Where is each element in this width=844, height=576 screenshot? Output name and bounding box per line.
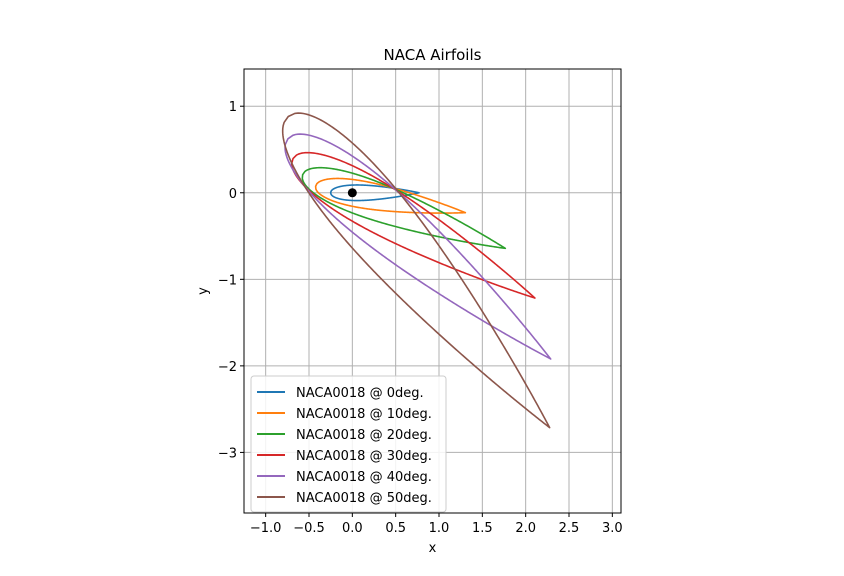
y-tick-label: 1 <box>229 100 237 115</box>
legend-label: NACA0018 @ 20deg. <box>296 428 432 443</box>
x-tick-label: 2.5 <box>559 521 580 536</box>
legend-label: NACA0018 @ 0deg. <box>296 386 424 401</box>
chart-title: NACA Airfoils <box>384 46 482 64</box>
x-tick-label: 1.5 <box>472 521 493 536</box>
tick-layer: −1.0 −0.5 0.0 0.5 1.0 1.5 2.0 2.5 3.0 1 0 −1 −2 −3 <box>218 100 623 536</box>
legend: NACA0018 @ 0deg. NACA0018 @ 10deg. NACA001… <box>250 375 447 513</box>
y-tick-label: −2 <box>218 360 237 375</box>
y-tick-label: −3 <box>218 446 237 461</box>
x-tick-label: 1.0 <box>429 521 450 536</box>
x-tick-label: 0.0 <box>342 521 363 536</box>
series-line-20deg <box>301 166 507 250</box>
x-tick-label: 0.5 <box>385 521 406 536</box>
x-axis-label: x <box>429 541 437 556</box>
legend-label: NACA0018 @ 50deg. <box>296 491 432 506</box>
x-tick-label: 2.0 <box>515 521 536 536</box>
x-tick-label: 3.0 <box>602 521 623 536</box>
legend-label: NACA0018 @ 40deg. <box>296 470 432 485</box>
y-axis-label: y <box>196 287 211 295</box>
x-tick-label: −0.5 <box>293 521 325 536</box>
series-layer <box>281 112 552 429</box>
y-tick-label: −1 <box>218 273 237 288</box>
x-tick-label: −1.0 <box>250 521 282 536</box>
y-tick-label: 0 <box>229 187 237 202</box>
plot-frame <box>243 68 622 514</box>
series-line-40deg <box>284 133 552 360</box>
series-line-50deg <box>281 112 551 429</box>
origin-marker <box>347 188 357 198</box>
legend-box <box>250 375 447 513</box>
legend-label: NACA0018 @ 30deg. <box>296 449 432 464</box>
series-line-30deg <box>290 151 536 299</box>
legend-label: NACA0018 @ 10deg. <box>296 407 432 422</box>
